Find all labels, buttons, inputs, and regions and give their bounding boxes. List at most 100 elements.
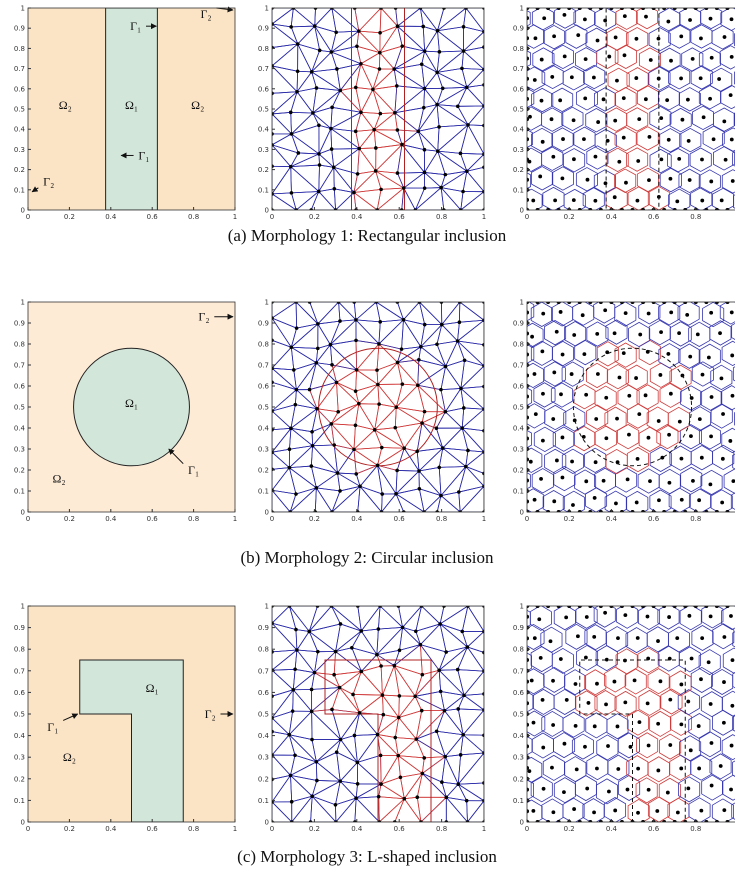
boundary-point — [725, 8, 730, 10]
mesh-node — [419, 820, 423, 822]
mesh-node — [482, 733, 484, 738]
seed-point — [646, 311, 651, 316]
mesh-node — [422, 147, 427, 152]
mesh-node — [458, 302, 462, 304]
boundary-point — [556, 302, 561, 304]
mesh-node — [272, 338, 274, 343]
voronoi-cell — [564, 756, 587, 783]
seed-point — [614, 501, 618, 506]
mesh-node — [419, 62, 424, 67]
seed-point — [582, 352, 587, 356]
mesh-node — [397, 648, 402, 653]
seed-point — [690, 56, 695, 61]
seed-point — [509, 726, 513, 730]
boundary-point — [641, 8, 646, 10]
mesh-node — [435, 102, 439, 107]
voronoi-cell — [533, 382, 556, 408]
inclusion — [73, 347, 190, 467]
arrow — [168, 448, 184, 465]
seed-point — [666, 352, 671, 356]
y-tick-label: 1 — [265, 5, 269, 13]
boundary-point — [527, 310, 529, 315]
boundary-point — [527, 56, 529, 61]
mesh-node — [482, 123, 484, 128]
mesh-node — [440, 780, 444, 784]
mesh-node — [438, 689, 443, 694]
mesh-node — [289, 191, 294, 195]
seed-point — [572, 807, 577, 811]
mesh-element — [379, 8, 399, 34]
x-tick-label: 0.8 — [436, 515, 447, 523]
mesh-element — [296, 70, 317, 93]
mesh-node — [272, 716, 274, 720]
x-tick-label: 0.8 — [436, 825, 447, 833]
mesh-node — [379, 664, 383, 668]
boundary-point — [598, 510, 603, 512]
seed-point — [729, 743, 734, 748]
panel-body — [28, 606, 235, 822]
mesh-element — [458, 302, 484, 323]
boundary-point — [630, 302, 635, 304]
seed-point — [562, 54, 567, 59]
voronoi-cell — [700, 469, 723, 496]
seed-point — [606, 744, 610, 748]
mesh-node — [435, 28, 440, 33]
panel-body — [517, 302, 735, 512]
mesh-element — [357, 606, 381, 632]
mesh-element — [272, 689, 295, 719]
voronoi-cell — [614, 126, 637, 152]
y-tick-label: 0.1 — [14, 797, 25, 805]
mesh-node — [379, 782, 383, 786]
mesh-node — [393, 735, 398, 740]
seed-point — [646, 656, 651, 661]
boundary-point — [683, 8, 688, 10]
voronoi-cell — [615, 648, 638, 675]
mesh-node — [289, 25, 293, 29]
seed-point — [559, 392, 563, 397]
seed-point — [593, 460, 598, 465]
seed-point — [669, 58, 673, 63]
seed-point — [700, 636, 705, 641]
voronoi-cell — [527, 322, 544, 349]
mesh-element — [421, 756, 447, 775]
seed-point — [643, 393, 648, 398]
mesh-node — [312, 24, 317, 28]
mesh-node — [375, 463, 380, 468]
voronoi-cell — [561, 448, 584, 474]
voronoi-cell — [617, 424, 640, 450]
mesh-element — [355, 86, 374, 114]
mesh-node — [359, 110, 363, 115]
seed-point — [679, 497, 684, 502]
mesh-node — [437, 50, 442, 54]
y-tick-label: 0.5 — [513, 106, 524, 114]
mesh-element — [355, 384, 379, 405]
seed-point — [625, 477, 630, 482]
y-tick-label: 0.5 — [513, 711, 524, 719]
mesh-node — [309, 687, 314, 692]
voronoi-cell — [575, 690, 598, 717]
seed-point — [517, 396, 521, 400]
mesh-element — [352, 670, 384, 696]
voronoi-cell — [527, 799, 543, 822]
voronoi-cell — [596, 734, 619, 761]
mesh-node — [375, 652, 379, 657]
x-tick-label: 0.8 — [690, 515, 701, 523]
mesh-element — [416, 796, 448, 822]
boundary-point — [704, 8, 709, 10]
y-tick-label: 0.4 — [258, 732, 270, 740]
seed-point — [595, 372, 600, 376]
mesh-node — [329, 606, 334, 608]
mesh-node — [418, 8, 423, 10]
voronoi-cell — [626, 67, 649, 92]
mesh-node — [417, 469, 421, 473]
mesh-element — [415, 623, 442, 646]
boundary-point — [598, 208, 603, 210]
boundary-point — [619, 302, 624, 304]
mesh-element — [462, 170, 484, 193]
y-tick-label: 1 — [21, 5, 25, 13]
x-tick-label: 0.8 — [188, 825, 199, 833]
voronoi-cell — [731, 322, 735, 340]
mesh-element — [396, 302, 420, 321]
seed-point — [677, 331, 681, 336]
mesh-element — [336, 738, 358, 763]
